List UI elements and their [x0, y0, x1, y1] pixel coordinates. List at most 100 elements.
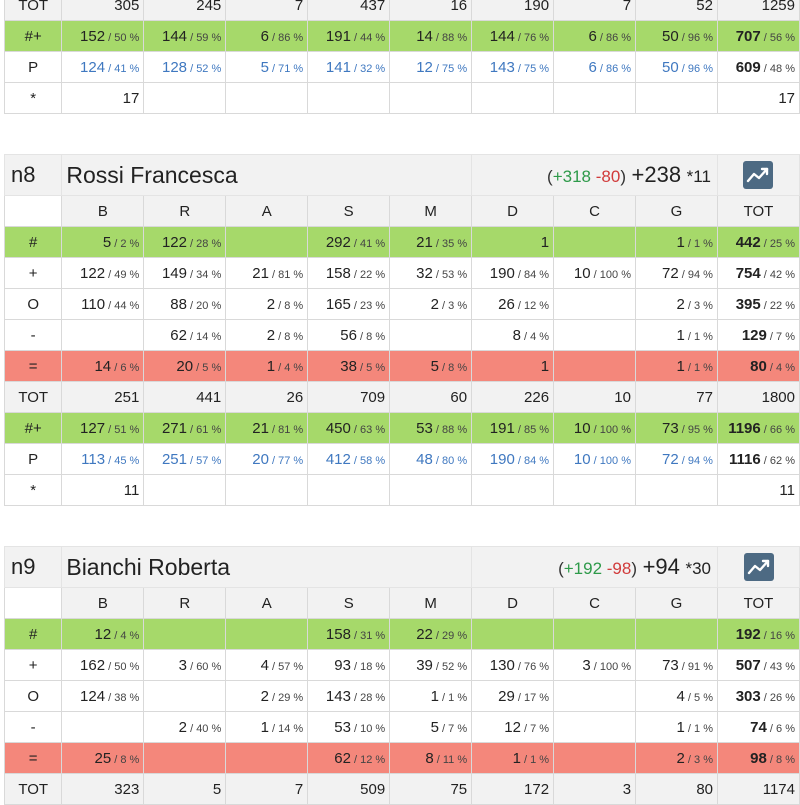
cell-separator: /: [187, 660, 197, 673]
total-cell: 16: [389, 0, 473, 21]
cell-separator: /: [590, 660, 600, 673]
value-cell: [143, 742, 227, 774]
row-label: TOT: [3, 381, 63, 413]
total-cell: 26: [225, 381, 309, 413]
value-cell: 158 / 31 %: [307, 618, 391, 650]
value-cell: 143 / 75 %: [471, 51, 555, 83]
cell-percent: 26 %: [769, 691, 795, 704]
cell-value: 32: [416, 264, 433, 282]
player-header: n9 Bianchi Roberta (+192 -98) +94 *30: [3, 546, 800, 588]
cell-value: 158: [325, 625, 351, 643]
value-cell: [553, 711, 637, 743]
value-cell: 192 / 16 %: [717, 618, 800, 650]
stats-table-n8: n8 Rossi Francesca (+318 -80) +238 *11 B R A S…: [3, 154, 800, 506]
column-header-row: B R A S M D C G TOT: [3, 587, 800, 619]
cell-value: 5: [260, 58, 269, 76]
column-header: A: [225, 195, 309, 227]
cell-value: 14: [416, 27, 433, 45]
value-cell: 191 / 44 %: [307, 20, 391, 52]
value-cell: 1 / 1 %: [634, 319, 718, 351]
value-cell: [143, 618, 227, 650]
cell-separator: /: [432, 268, 443, 281]
cell-separator: /: [187, 31, 197, 44]
value-cell: 507 / 43 %: [717, 649, 800, 681]
value-cell: 1196 / 66 %: [716, 412, 800, 444]
table-row: O 110 / 44 % 88 / 20 % 2 / 8 % 165 / 23 % 2 /…: [3, 288, 800, 320]
table-row: #+ 127 / 51 % 271 / 61 % 21 / 81 % 450 / 63 …: [3, 412, 800, 444]
value-cell: 21 / 35 %: [389, 226, 473, 258]
total-cell: 60: [389, 381, 473, 413]
cell-separator: /: [432, 31, 443, 44]
cell-value: 10: [573, 264, 591, 282]
cell-percent: 4 %: [120, 629, 140, 642]
cell-separator: /: [105, 268, 115, 281]
value-cell: 1 / 1 %: [389, 680, 473, 712]
section-spacer: [0, 114, 800, 154]
cell-percent: 8 %: [284, 299, 304, 312]
cell-separator: /: [350, 753, 361, 766]
cell-percent: 41 %: [114, 62, 140, 75]
cell-value: 10: [573, 419, 591, 437]
summary-close: ): [631, 559, 638, 578]
cell-value: 21: [416, 233, 433, 251]
cell-separator: /: [438, 299, 449, 312]
cell-percent: 1 %: [530, 753, 550, 766]
value-cell: 251 / 57 %: [143, 443, 227, 475]
value-cell: [553, 288, 636, 320]
cell-value: 10: [573, 450, 591, 468]
cell-percent: 18 %: [360, 660, 386, 673]
cell-percent: 86 %: [605, 31, 632, 44]
value-cell: 21 / 81 %: [225, 257, 309, 289]
cell-value: 1: [676, 326, 685, 344]
cell-percent: 7 %: [776, 330, 795, 343]
value-cell: 191 / 85 %: [471, 412, 555, 444]
cell-percent: 28 %: [196, 237, 222, 250]
cell-separator: /: [268, 31, 279, 44]
summary-positive: +192: [563, 559, 603, 578]
cell-percent: 31 %: [360, 629, 386, 642]
cell-separator: /: [766, 722, 777, 735]
column-header: D: [471, 195, 555, 227]
row-label: =: [3, 742, 63, 774]
table-row: = 14 / 6 % 20 / 5 % 1 / 4 % 38 / 5 % 5 / 8 % 1…: [3, 350, 800, 382]
cell-percent: 8 %: [120, 753, 140, 766]
stats-table-n7: TOT 305 245 7 437 16 190 7 52 1259 #+ 152 / 50 % 144…: [3, 0, 800, 114]
cell-percent: 8 %: [776, 753, 795, 766]
value-cell: 10 / 100 %: [553, 443, 636, 475]
value-cell: 14 / 88 %: [389, 20, 473, 52]
cell-separator: /: [186, 454, 197, 467]
cell-separator: /: [438, 722, 449, 735]
cell-value: 165: [325, 295, 351, 313]
cell-percent: 34 %: [196, 268, 222, 281]
cell-separator: /: [186, 237, 197, 250]
cell-percent: 7 %: [530, 722, 550, 735]
value-cell: [61, 319, 145, 351]
cell-percent: 44 %: [360, 31, 386, 44]
cell-separator: /: [520, 330, 531, 343]
value-cell: 53 / 88 %: [389, 412, 473, 444]
cell-value: 122: [161, 233, 187, 251]
cell-separator: /: [111, 629, 121, 642]
trend-chart-icon[interactable]: [743, 161, 774, 189]
cell-value: 14: [94, 357, 112, 375]
cell-percent: 5 %: [694, 691, 713, 704]
cell-separator: /: [186, 423, 197, 436]
cell-percent: 3 %: [448, 299, 468, 312]
value-cell: 14 / 6 %: [61, 350, 145, 382]
total-row: TOT 251 441 26 709 60 226 10 77 1800: [3, 381, 800, 413]
cell-percent: 49 %: [114, 268, 140, 281]
cell-percent: 52 %: [442, 660, 468, 673]
cell-separator: /: [433, 753, 443, 766]
table-row: -2 / 40 % 1 / 14 % 53 / 10 % 5 / 7 % 12 / 7 …: [3, 711, 800, 743]
value-cell: 190 / 84 %: [471, 443, 555, 475]
cell-percent: 86 %: [605, 62, 632, 75]
cell-value: 4: [260, 656, 269, 674]
star-row: * 11 11: [3, 474, 800, 506]
value-cell: 2 / 3 %: [389, 288, 473, 320]
row-label: -: [3, 319, 63, 351]
total-cell: 11: [716, 474, 800, 506]
cell-percent: 42 %: [769, 268, 795, 281]
cell-separator: /: [105, 454, 115, 467]
player-code: n8: [3, 154, 63, 196]
trend-chart-icon[interactable]: [743, 553, 774, 581]
